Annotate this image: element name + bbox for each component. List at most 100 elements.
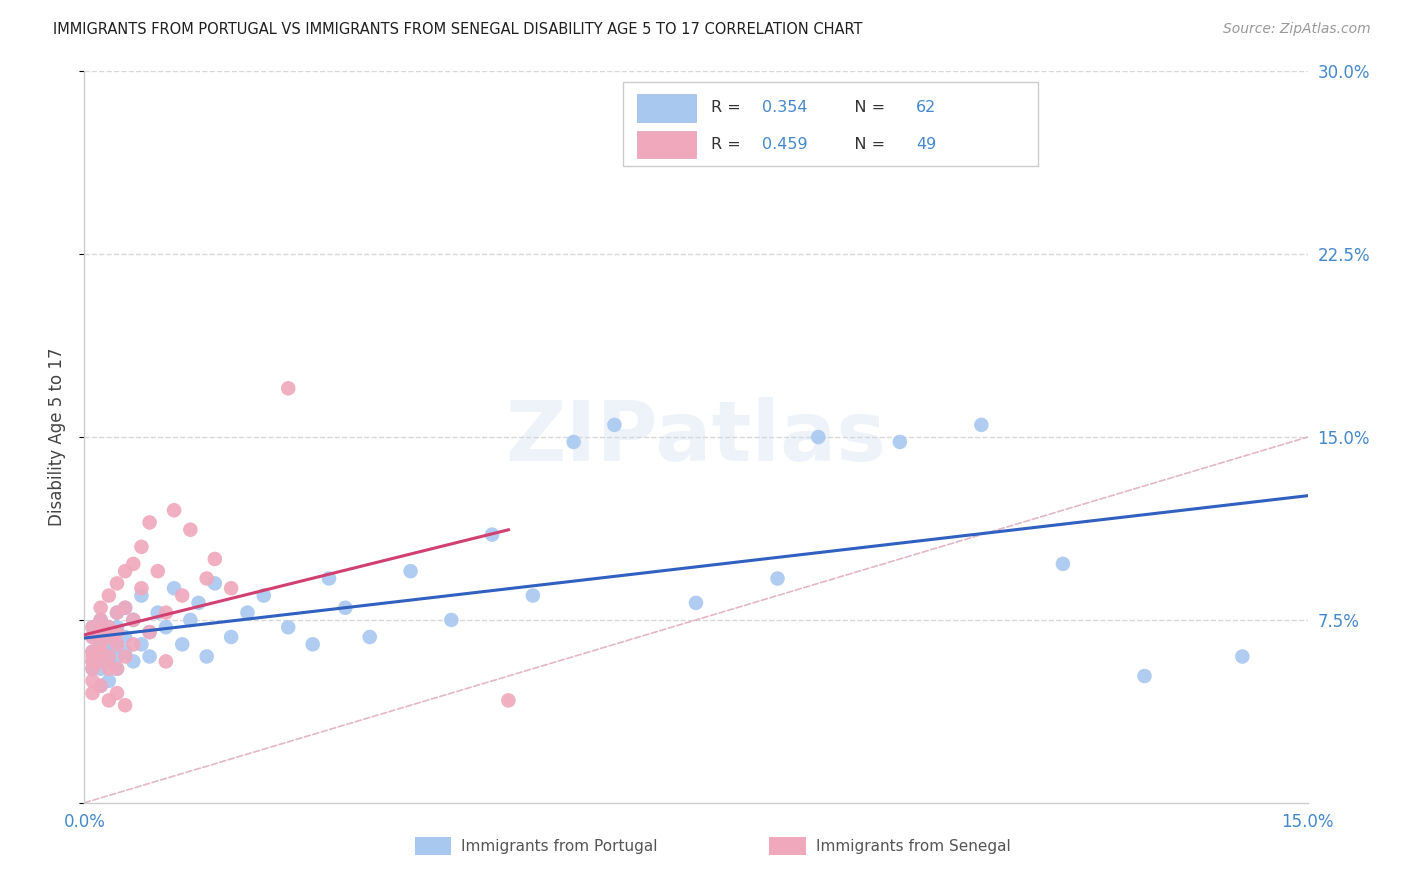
Point [155, 606, 177, 620]
Point [277, 381, 299, 395]
Point [114, 649, 136, 664]
Text: IMMIGRANTS FROM PORTUGAL VS IMMIGRANTS FROM SENEGAL DISABILITY AGE 5 TO 17 CORRE: IMMIGRANTS FROM PORTUGAL VS IMMIGRANTS F… [53, 22, 863, 37]
Point [163, 581, 186, 595]
Text: Source: ZipAtlas.com: Source: ZipAtlas.com [1223, 22, 1371, 37]
Point [105, 662, 128, 676]
Point [204, 576, 226, 591]
Point [114, 600, 136, 615]
Text: 49: 49 [917, 137, 936, 152]
Point [131, 637, 153, 651]
Point [146, 564, 169, 578]
FancyBboxPatch shape [637, 130, 696, 159]
Point [172, 637, 194, 651]
Point [807, 430, 830, 444]
Point [253, 589, 276, 603]
Point [122, 613, 145, 627]
Point [90, 662, 112, 676]
Point [97, 637, 120, 651]
Y-axis label: Disability Age 5 to 17: Disability Age 5 to 17 [48, 348, 66, 526]
Point [82, 630, 104, 644]
Text: 0.459: 0.459 [762, 137, 807, 152]
Point [131, 581, 153, 595]
Text: ZIPatlas: ZIPatlas [506, 397, 886, 477]
Text: R =: R = [710, 137, 745, 152]
Point [105, 686, 128, 700]
Point [105, 625, 128, 640]
Point [90, 679, 112, 693]
Point [131, 589, 153, 603]
Point [97, 662, 120, 676]
Point [82, 645, 104, 659]
Point [219, 630, 242, 644]
Text: 0.354: 0.354 [762, 101, 807, 115]
Point [1232, 649, 1254, 664]
Point [105, 620, 128, 634]
Point [82, 662, 104, 676]
Point [90, 600, 112, 615]
Point [498, 693, 520, 707]
Point [277, 620, 299, 634]
Point [97, 693, 120, 707]
Text: Immigrants from Portugal: Immigrants from Portugal [461, 839, 658, 855]
Point [481, 527, 503, 541]
Point [90, 613, 112, 627]
Point [114, 564, 136, 578]
Point [97, 654, 120, 668]
Point [399, 564, 422, 578]
Point [97, 620, 120, 634]
Text: 62: 62 [917, 101, 936, 115]
Point [1052, 557, 1074, 571]
Point [97, 673, 120, 688]
Point [90, 613, 112, 627]
Point [766, 572, 789, 586]
Point [82, 654, 104, 668]
Point [90, 649, 112, 664]
Point [97, 630, 120, 644]
Text: Immigrants from Senegal: Immigrants from Senegal [815, 839, 1011, 855]
Point [122, 637, 145, 651]
Text: R =: R = [710, 101, 745, 115]
Point [685, 596, 707, 610]
Point [105, 606, 128, 620]
Point [122, 654, 145, 668]
Point [97, 630, 120, 644]
Point [970, 417, 993, 432]
Point [122, 613, 145, 627]
Point [105, 662, 128, 676]
Point [440, 613, 463, 627]
Point [82, 673, 104, 688]
Point [82, 649, 104, 664]
Point [1133, 669, 1156, 683]
Point [82, 654, 104, 668]
Point [236, 606, 259, 620]
Point [114, 645, 136, 659]
Point [90, 637, 112, 651]
Text: N =: N = [839, 101, 890, 115]
Point [138, 649, 160, 664]
Point [82, 686, 104, 700]
FancyBboxPatch shape [769, 838, 806, 855]
Point [114, 698, 136, 713]
Point [105, 637, 128, 651]
Point [359, 630, 381, 644]
Point [114, 600, 136, 615]
Point [82, 662, 104, 676]
Point [90, 654, 112, 668]
FancyBboxPatch shape [623, 82, 1039, 167]
Point [90, 637, 112, 651]
Point [82, 620, 104, 634]
Point [204, 552, 226, 566]
Point [318, 572, 340, 586]
Point [97, 645, 120, 659]
Point [179, 613, 201, 627]
Point [90, 645, 112, 659]
FancyBboxPatch shape [415, 838, 451, 855]
Point [335, 600, 357, 615]
Point [187, 596, 209, 610]
Point [562, 434, 585, 449]
Point [889, 434, 911, 449]
Point [114, 630, 136, 644]
Point [105, 637, 128, 651]
Point [105, 576, 128, 591]
Point [195, 649, 218, 664]
